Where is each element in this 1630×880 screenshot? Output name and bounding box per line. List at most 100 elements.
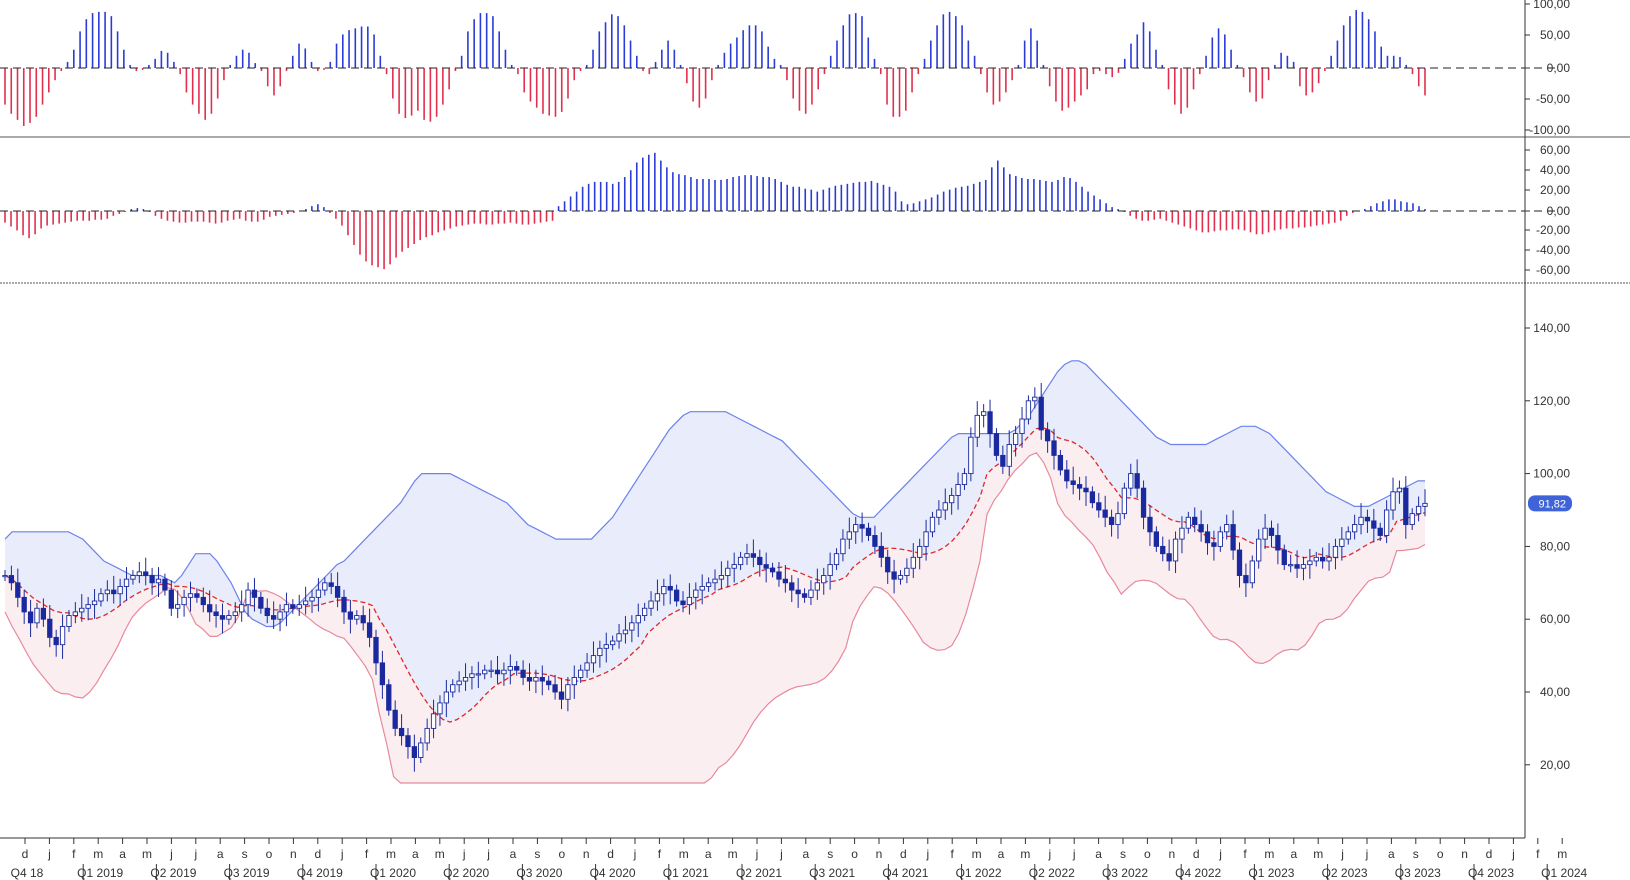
- candle-body: [872, 535, 878, 547]
- x-tick-label: n: [1168, 847, 1175, 861]
- x-quarter-label: Q4 2021: [882, 866, 928, 880]
- candle-body: [501, 669, 507, 675]
- y-tick-label: -20,00: [1536, 223, 1570, 237]
- x-tick-label: a: [802, 847, 809, 861]
- candle-body: [610, 640, 616, 646]
- candle-body: [411, 746, 418, 758]
- candle-body: [1032, 396, 1038, 402]
- candle-body: [552, 684, 558, 693]
- x-tick-label: f: [1243, 847, 1247, 861]
- candle-body: [1364, 516, 1371, 522]
- candle-body: [859, 524, 865, 529]
- x-tick-label: d: [1193, 847, 1200, 861]
- candle-body: [667, 585, 673, 591]
- candle-body: [1313, 556, 1319, 562]
- candle-body: [1383, 509, 1390, 536]
- y-tick-label: 0,00: [1547, 61, 1571, 75]
- candle-body: [1153, 531, 1160, 547]
- candle-body: [418, 742, 424, 758]
- y-tick-label: 20,00: [1540, 183, 1570, 197]
- y-tick-label: 60,00: [1540, 612, 1570, 626]
- candle-body: [648, 600, 654, 609]
- candle-body: [731, 564, 737, 569]
- candle-body: [1403, 487, 1409, 526]
- x-quarter-label: Q1 2023: [1248, 866, 1294, 880]
- candle-body: [680, 600, 686, 606]
- candle-body: [1339, 538, 1345, 547]
- y-tick-label: 50,00: [1540, 28, 1570, 42]
- candle-body: [840, 538, 846, 555]
- candle-body: [136, 571, 142, 576]
- candle-body: [1019, 418, 1025, 435]
- oscillator-panel-1: [0, 10, 1560, 126]
- x-tick-label: n: [1461, 847, 1468, 861]
- candle-body: [910, 556, 916, 569]
- candle-body: [494, 669, 501, 675]
- candle-body: [469, 673, 475, 678]
- candle-body: [949, 494, 955, 504]
- x-tick-label: f: [658, 847, 662, 861]
- y-tick-label: 20,00: [1540, 758, 1570, 772]
- candle-body: [258, 596, 264, 609]
- candle-body: [1300, 564, 1307, 569]
- candle-body: [482, 669, 488, 675]
- candle-body: [993, 433, 1000, 456]
- candle-body: [347, 611, 354, 620]
- candle-body: [405, 735, 411, 748]
- x-tick-label: a: [705, 847, 712, 861]
- x-quarter-label: Q3 2023: [1395, 866, 1441, 880]
- last-value-badge-bg: [1528, 495, 1572, 512]
- candle-body: [718, 575, 725, 580]
- oscillator-panel-2: [0, 152, 1560, 270]
- candle-body: [1320, 556, 1326, 562]
- candle-body: [27, 611, 34, 624]
- candle-body: [239, 604, 245, 613]
- x-tick-label: o: [851, 847, 858, 861]
- candle-body: [149, 575, 155, 584]
- candle-body: [757, 556, 763, 566]
- x-tick-label: f: [951, 847, 955, 861]
- candle-body: [155, 578, 162, 584]
- x-tick-label: m: [679, 847, 689, 861]
- x-quarter-label: Q1 2021: [663, 866, 709, 880]
- x-tick-label: a: [510, 847, 517, 861]
- x-tick-label: a: [998, 847, 1005, 861]
- candle-body: [808, 589, 814, 598]
- candle-body: [514, 666, 520, 671]
- candle-body: [833, 553, 840, 566]
- x-tick-label: d: [900, 847, 907, 861]
- candle-body: [379, 662, 386, 686]
- candle-body: [456, 680, 462, 686]
- candle-body: [1307, 560, 1313, 566]
- x-tick-label: s: [534, 847, 540, 861]
- x-tick-label: f: [72, 847, 76, 861]
- candle-body: [846, 531, 852, 540]
- candle-body: [1371, 520, 1377, 529]
- candle-body: [571, 676, 577, 686]
- x-quarter-label: Q3 2021: [809, 866, 855, 880]
- x-tick-label: j: [169, 847, 173, 861]
- x-tick-label: j: [1365, 847, 1369, 861]
- candle-body: [40, 607, 47, 620]
- candle-body: [194, 593, 200, 598]
- candle-body: [641, 607, 648, 617]
- candle-body: [366, 622, 373, 638]
- candle-body: [354, 615, 360, 620]
- x-tick-label: n: [290, 847, 297, 861]
- candle-body: [1409, 513, 1415, 526]
- candle-body: [47, 618, 53, 638]
- x-tick-label: s: [1413, 847, 1419, 861]
- y-tick-label: 60,00: [1540, 143, 1570, 157]
- x-tick-label: j: [1511, 847, 1515, 861]
- candle-body: [53, 636, 59, 646]
- y-tick-label: 40,00: [1540, 163, 1570, 177]
- x-tick-label: m: [1020, 847, 1030, 861]
- candle-body: [245, 589, 251, 606]
- candle-body: [616, 633, 622, 642]
- y-tick-label: 100,00: [1533, 467, 1570, 481]
- x-tick-label: j: [779, 847, 783, 861]
- candle-body: [891, 571, 897, 580]
- x-tick-label: j: [925, 847, 929, 861]
- x-tick-label: d: [314, 847, 321, 861]
- candle-body: [34, 607, 40, 624]
